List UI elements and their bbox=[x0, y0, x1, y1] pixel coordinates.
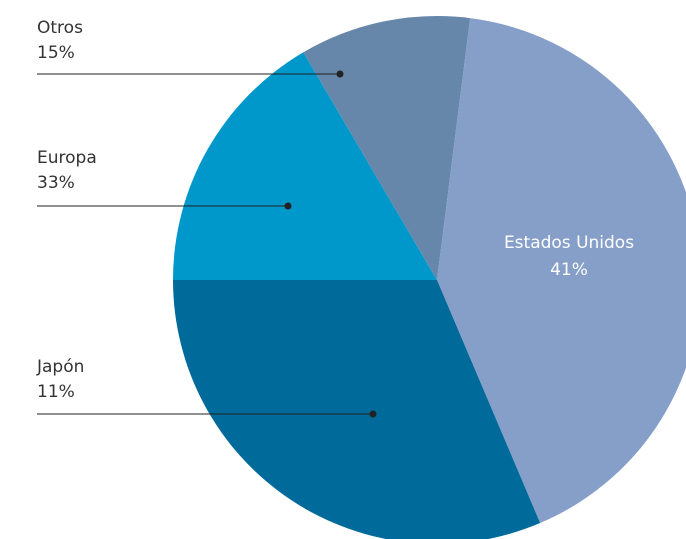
slice-label-estados-unidos: Estados Unidos bbox=[504, 233, 634, 253]
slice-value-japon: 11% bbox=[37, 382, 75, 402]
slice-value-41-: 41% bbox=[550, 260, 588, 280]
leader-dot-otros bbox=[336, 70, 344, 78]
leader-dot-japon bbox=[369, 410, 377, 418]
pie-slice-europa bbox=[173, 52, 437, 281]
slice-value-otros: 15% bbox=[37, 43, 75, 63]
leader-dot-europa bbox=[284, 202, 292, 210]
slice-label-japon: Japón bbox=[36, 357, 84, 377]
pie-slice-japon bbox=[173, 280, 541, 539]
slice-label-europa: Europa bbox=[37, 148, 97, 168]
pie-slice-otros bbox=[303, 15, 471, 280]
pie-slice-estados-unidos bbox=[437, 18, 686, 524]
slice-label-otros: Otros bbox=[37, 18, 83, 38]
slice-value-europa: 33% bbox=[37, 173, 75, 193]
